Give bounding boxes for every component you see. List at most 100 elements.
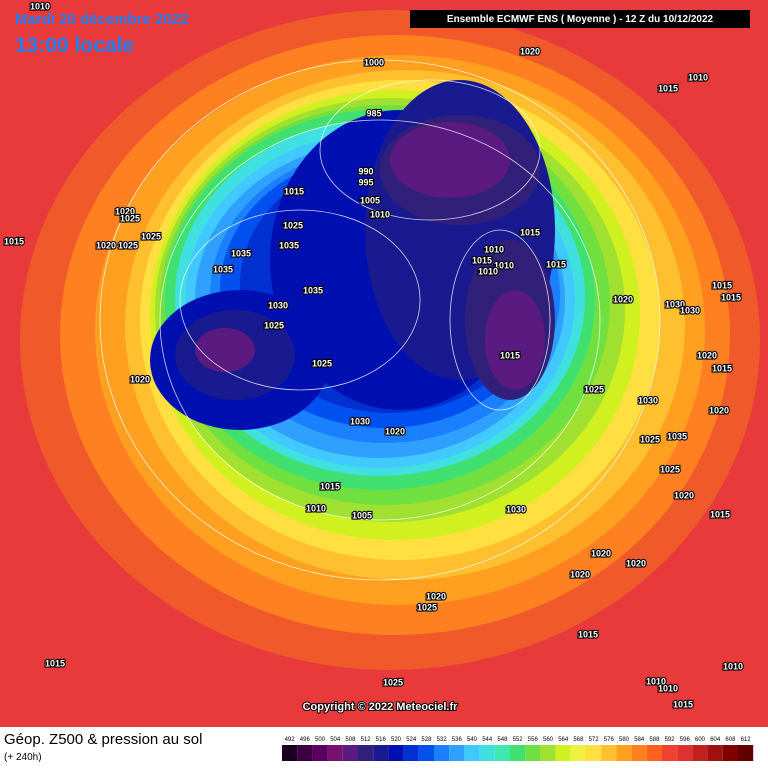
scale-swatch <box>494 745 510 761</box>
isobar-label: 1025 <box>660 464 680 474</box>
isobar-label: 1030 <box>350 416 370 426</box>
scale-label: 552 <box>513 737 524 743</box>
scale-label: 532 <box>437 737 448 743</box>
scale-label: 556 <box>528 737 539 743</box>
scale-swatch <box>722 745 738 761</box>
scale-swatch <box>403 745 419 761</box>
isobar-label: 1005 <box>360 195 380 205</box>
isobar-label: 1020 <box>570 569 590 579</box>
color-scale: 492 496 500 504 508 512 516 520 524 528 532 536 540 5… <box>282 737 754 761</box>
isobar-label: 1015 <box>658 83 678 93</box>
isobar-label: 1025 <box>383 677 403 687</box>
scale-label: 520 <box>391 737 402 743</box>
scale-label: 584 <box>634 737 645 743</box>
isobar-label: 1010 <box>658 683 678 693</box>
isobar-label: 1020 <box>520 46 540 56</box>
scale-swatch <box>282 745 298 761</box>
isobar-label: 990 <box>358 166 373 176</box>
isobar-label: 1015 <box>4 236 24 246</box>
isobar-label: 1025 <box>584 384 604 394</box>
scale-label: 504 <box>330 737 341 743</box>
scale-swatch <box>631 745 647 761</box>
isobar-label: 1035 <box>667 431 687 441</box>
scale-swatch <box>692 745 708 761</box>
isobar-label: 1020 <box>709 405 729 415</box>
isobar-label: 1015 <box>284 186 304 196</box>
isobar-label: 1015 <box>710 509 730 519</box>
scale-label: 508 <box>345 737 356 743</box>
scale-swatch <box>327 745 343 761</box>
scale-swatch <box>312 745 328 761</box>
isobar-label: 1020 <box>674 490 694 500</box>
scale-label: 564 <box>558 737 569 743</box>
isobar-label: 1030 <box>680 305 700 315</box>
scale-label: 576 <box>604 737 615 743</box>
isobar-label: 1000 <box>364 57 384 67</box>
isobar-label: 1030 <box>268 300 288 310</box>
isobar-label: 1020 <box>130 374 150 384</box>
scale-label: 500 <box>315 737 326 743</box>
scale-swatch <box>525 745 541 761</box>
isobar-label: 1015 <box>578 629 598 639</box>
isobar-label: 1010 <box>646 676 666 686</box>
isobar-label: 1035 <box>213 264 233 274</box>
isobar-label: 1015 <box>472 255 492 265</box>
scale-swatch <box>510 745 526 761</box>
isobar-label: 1015 <box>673 699 693 709</box>
isobar-label: 1015 <box>546 259 566 269</box>
isobar-label: 1005 <box>352 510 372 520</box>
scale-label: 540 <box>467 737 478 743</box>
isobar-label: 1025 <box>312 358 332 368</box>
scale-label: 588 <box>649 737 660 743</box>
isobar-label: 1010 <box>484 244 504 254</box>
scale-label: 512 <box>361 737 372 743</box>
scale-label: 572 <box>589 737 600 743</box>
isobar-label: 1015 <box>45 658 65 668</box>
scale-label: 496 <box>300 737 311 743</box>
scale-swatch <box>707 745 723 761</box>
date: Mardi 20 décembre 2022 <box>15 11 188 28</box>
scale-swatch <box>677 745 693 761</box>
scale-label: 596 <box>680 737 691 743</box>
scale-label: 548 <box>497 737 508 743</box>
scale-swatch <box>646 745 662 761</box>
isobar-label: 1015 <box>712 363 732 373</box>
scale-swatch <box>616 745 632 761</box>
scale-swatch <box>601 745 617 761</box>
scale-swatch <box>297 745 313 761</box>
isobar-label: 1010 <box>30 1 50 11</box>
isobar-label: 1025 <box>417 602 437 612</box>
isobar-label: 1015 <box>721 292 741 302</box>
model-box <box>410 10 750 28</box>
geopotential-field <box>0 0 768 727</box>
isobar-label: 1025 <box>283 220 303 230</box>
scale-swatch <box>738 745 754 761</box>
isobar-label: 1015 <box>500 350 520 360</box>
isobar-label: 1020 <box>115 206 135 216</box>
isobar-label: 1015 <box>520 227 540 237</box>
isobar-label: 1010 <box>370 209 390 219</box>
scale-label: 528 <box>421 737 432 743</box>
scale-label: 560 <box>543 737 554 743</box>
isobar-label: 1020 <box>626 558 646 568</box>
scale-label: 524 <box>406 737 417 743</box>
isobar-label: 1035 <box>279 240 299 250</box>
scale-label: 580 <box>619 737 630 743</box>
isobar-label: 1020 <box>426 591 446 601</box>
isobar-label: 1030 <box>638 395 658 405</box>
isobar-label: 1010 <box>723 661 743 671</box>
isobar-label: 1020 <box>385 426 405 436</box>
scale-label: 492 <box>285 737 296 743</box>
isobar-label: 1010 <box>688 72 708 82</box>
scale-swatch <box>464 745 480 761</box>
scale-swatch <box>388 745 404 761</box>
isobar-label: 1015 <box>320 481 340 491</box>
isobar-label: 1025 <box>141 231 161 241</box>
scale-swatch <box>540 745 556 761</box>
scale-label: 516 <box>376 737 387 743</box>
scale-label: 544 <box>482 737 493 743</box>
isobar-label: 995 <box>358 177 373 187</box>
scale-swatch <box>373 745 389 761</box>
isobar-label: 1025 <box>264 320 284 330</box>
isobar-label: 1020 <box>591 548 611 558</box>
